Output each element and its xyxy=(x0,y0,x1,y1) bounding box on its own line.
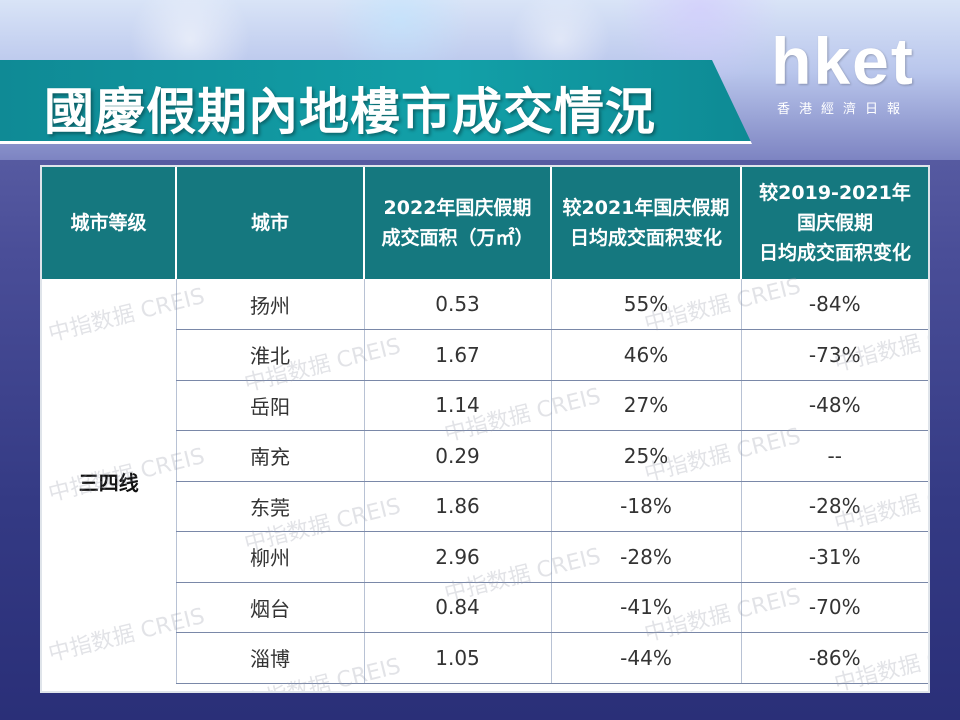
city-cell: 淄博 xyxy=(175,632,364,684)
change-2019-2021-cell: -84% xyxy=(740,279,928,330)
city-cell: 烟台 xyxy=(175,582,364,633)
city-cell: 南充 xyxy=(175,430,364,482)
header-line: 较2019-2021年 xyxy=(759,182,911,204)
area-cell: 0.53 xyxy=(363,279,551,330)
area-cell: 1.05 xyxy=(363,632,551,684)
change-2021-cell: 55% xyxy=(550,279,741,330)
header-line: 城市 xyxy=(250,212,289,234)
header-line: 城市等级 xyxy=(70,212,147,234)
change-2021-cell: -18% xyxy=(550,481,741,532)
header-line: 日均成交面积变化 xyxy=(758,242,911,264)
change-2021-cell: 46% xyxy=(550,329,741,381)
change-2019-2021-cell: -48% xyxy=(740,380,928,431)
change-2021-cell: 27% xyxy=(550,380,741,431)
header-area-2022: 2022年国庆假期 成交面积（万㎡） xyxy=(364,167,552,279)
header-line: 成交面积（万㎡） xyxy=(381,227,534,249)
area-cell: 1.86 xyxy=(363,481,551,532)
header-line: 日均成交面积变化 xyxy=(569,227,722,249)
area-cell: 1.14 xyxy=(363,380,551,431)
city-cell: 扬州 xyxy=(175,279,364,330)
change-2019-2021-cell: -28% xyxy=(740,481,928,532)
area-cell: 0.84 xyxy=(363,582,551,633)
header-city-tier: 城市等级 xyxy=(42,167,177,279)
city-cell: 淮北 xyxy=(175,329,364,381)
data-table-container: 城市等级 城市 2022年国庆假期 成交面积（万㎡） 较2021年国庆假期 日均… xyxy=(40,165,930,693)
table-row: 南充 0.29 25% -- xyxy=(42,430,928,482)
change-2019-2021-cell: -86% xyxy=(740,632,928,684)
area-cell: 1.67 xyxy=(363,329,551,381)
change-2021-cell: -28% xyxy=(550,531,741,583)
table-row: 三四线 扬州 0.53 55% -84% xyxy=(42,279,928,495)
table-row: 岳阳 1.14 27% -48% xyxy=(42,380,928,431)
table-row: 东莞 1.86 -18% -28% xyxy=(42,481,928,532)
page-title: 國慶假期內地樓市成交情況 xyxy=(44,83,656,141)
header-line: 较2021年国庆假期 xyxy=(562,197,730,219)
header-city: 城市 xyxy=(176,167,365,279)
city-cell: 柳州 xyxy=(175,531,364,583)
change-2019-2021-cell: -73% xyxy=(740,329,928,381)
header-line: 国庆假期 xyxy=(796,212,873,234)
change-2021-cell: 25% xyxy=(550,430,741,482)
table-row: 柳州 2.96 -28% -31% xyxy=(42,531,928,583)
change-2019-2021-cell: -70% xyxy=(740,582,928,633)
change-2019-2021-cell: -- xyxy=(740,430,928,482)
table-header-row: 城市等级 城市 2022年国庆假期 成交面积（万㎡） 较2021年国庆假期 日均… xyxy=(42,167,928,279)
area-cell: 0.29 xyxy=(363,430,551,482)
area-cell: 2.96 xyxy=(363,531,551,583)
logo-wordmark: hket xyxy=(771,24,915,98)
change-2021-cell: -44% xyxy=(550,632,741,684)
table-row: 烟台 0.84 -41% -70% xyxy=(42,582,928,633)
table-row: 淮北 1.67 46% -73% xyxy=(42,329,928,381)
city-tier-cell: 三四线 xyxy=(78,470,139,495)
hket-logo: hket 香港經濟日報 xyxy=(758,28,928,120)
table-row: 淄博 1.05 -44% -86% xyxy=(42,632,928,684)
city-cell: 东莞 xyxy=(175,481,364,532)
property-transaction-table: 城市等级 城市 2022年国庆假期 成交面积（万㎡） 较2021年国庆假期 日均… xyxy=(42,167,928,684)
change-2021-cell: -41% xyxy=(550,582,741,633)
header-line: 2022年国庆假期 xyxy=(383,197,532,219)
header-change-vs-2021: 较2021年国庆假期 日均成交面积变化 xyxy=(551,167,742,279)
change-2019-2021-cell: -31% xyxy=(740,531,928,583)
header-change-vs-2019-2021: 较2019-2021年 国庆假期 日均成交面积变化 xyxy=(741,167,928,279)
city-cell: 岳阳 xyxy=(175,380,364,431)
logo-subtitle: 香港經濟日報 xyxy=(776,102,909,117)
title-band xyxy=(0,60,752,144)
